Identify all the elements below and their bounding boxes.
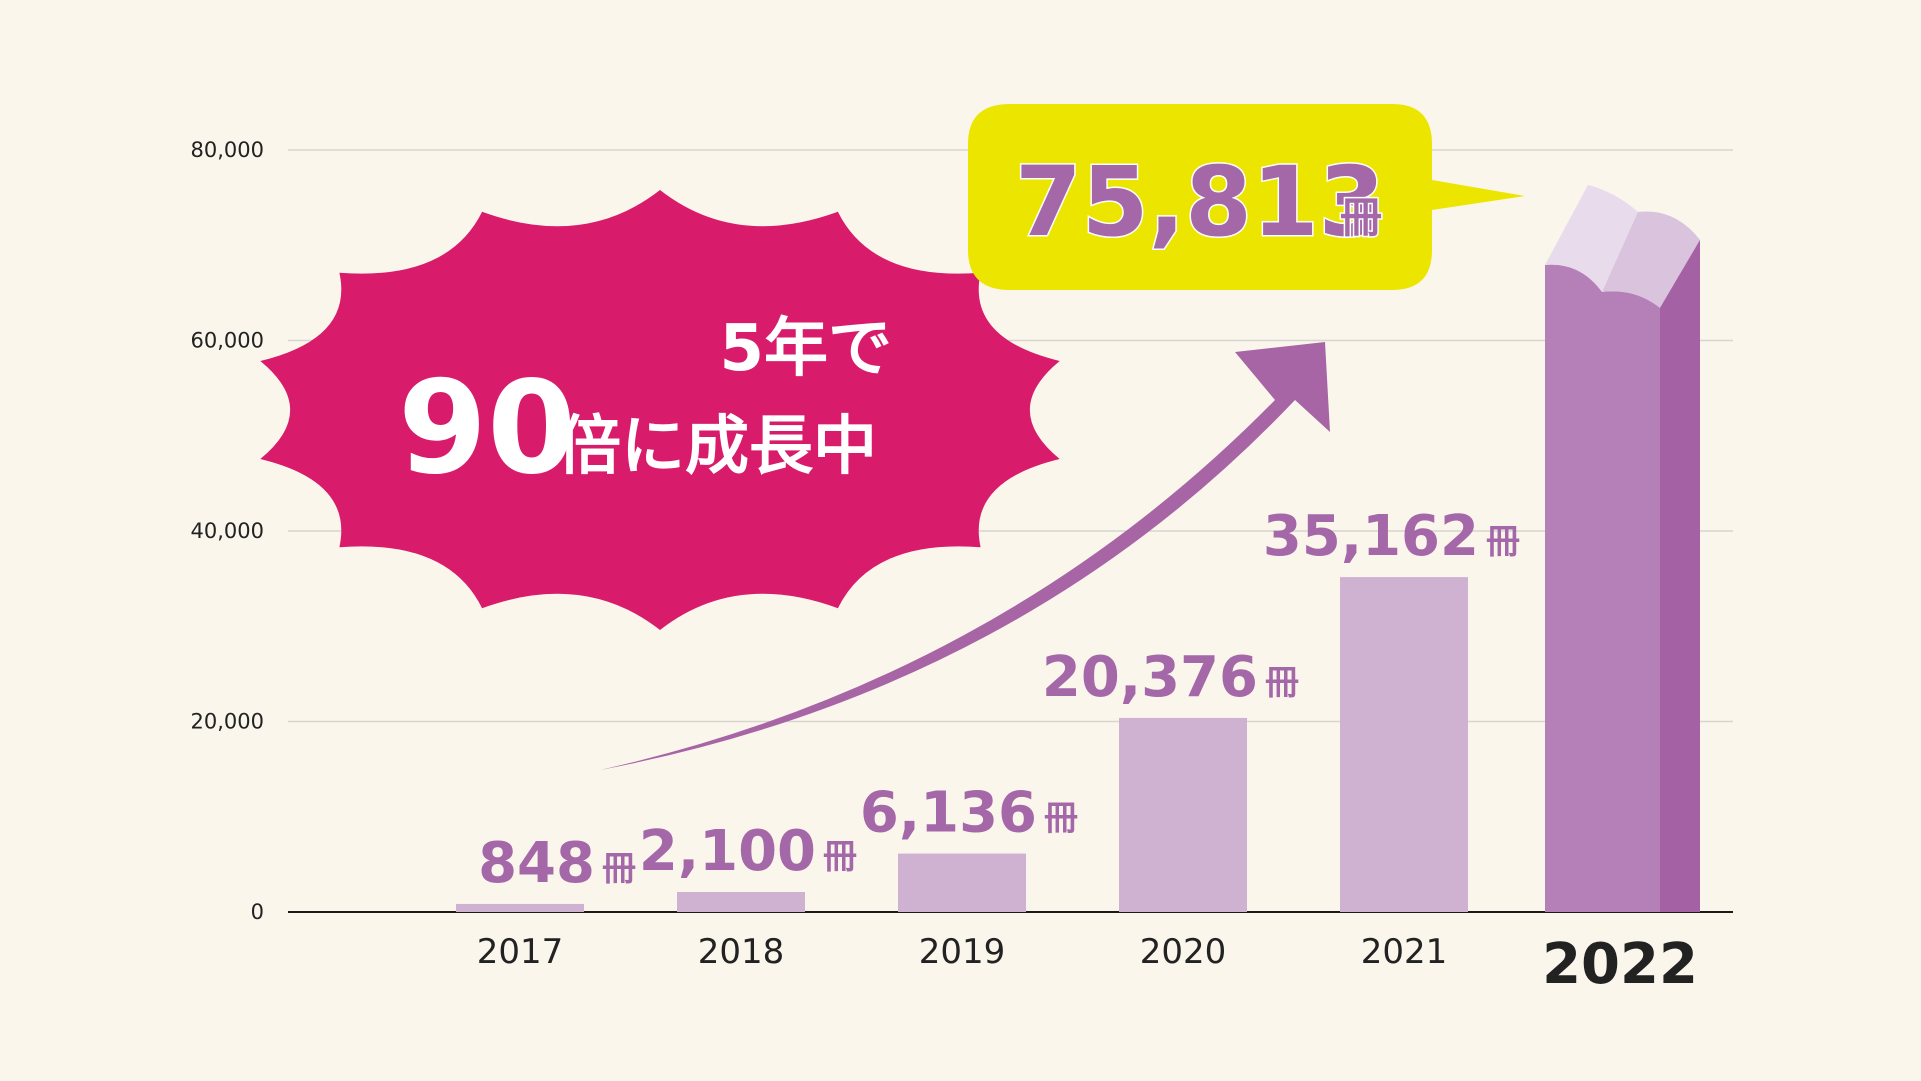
value-labels: 848 冊 2,100 冊6,136 冊20,376 冊35,162 冊 — [478, 504, 1520, 896]
bar-2021 — [1340, 577, 1468, 912]
value-label-2019: 6,136 — [860, 781, 1037, 846]
value-unit-2021: 冊 — [1486, 522, 1520, 562]
x-tick-label-2017: 2017 — [477, 932, 564, 972]
value-label-2018: 2,100 — [639, 819, 816, 884]
bar-2022-book — [1545, 184, 1700, 912]
value-unit-2022: 冊 — [1340, 193, 1382, 242]
value-label-2022: 75,813 — [1015, 146, 1385, 258]
value-unit-2018: 冊 — [823, 837, 857, 877]
value-unit-2019: 冊 — [1044, 799, 1078, 839]
bar-2018 — [677, 891, 805, 912]
book-pages-left — [1545, 184, 1638, 292]
value-unit-2020: 冊 — [1265, 663, 1299, 703]
y-tick-label: 80,000 — [191, 138, 264, 162]
x-tick-label-2018: 2018 — [698, 932, 785, 972]
bar-2020 — [1119, 717, 1247, 912]
bars — [456, 577, 1468, 912]
y-axis-tick-labels: 0 20,000 40,000 60,000 80,000 — [191, 138, 264, 924]
value-label-2021: 35,162 — [1263, 504, 1479, 569]
y-tick-label: 0 — [251, 900, 264, 924]
callout-number: 90 — [398, 354, 576, 503]
value-bubble-2022 — [968, 104, 1525, 290]
x-axis-tick-labels: 2017 2018 2019 2020 2021 2022 — [477, 932, 1698, 997]
callout-line2: 倍に成長中 — [557, 410, 877, 484]
x-tick-label-2022: 2022 — [1542, 932, 1698, 997]
burst-callout-shape — [260, 190, 1060, 630]
book-front-face — [1545, 264, 1660, 912]
callout-line1: 5年で — [719, 312, 892, 386]
value-unit-2017: 冊 — [602, 849, 636, 889]
value-label-2017: 848 — [478, 831, 595, 896]
y-tick-label: 20,000 — [191, 710, 264, 734]
book-pages-right — [1602, 211, 1700, 308]
x-tick-label-2020: 2020 — [1140, 932, 1227, 972]
y-tick-label: 40,000 — [191, 519, 264, 543]
bar-2017 — [456, 903, 584, 912]
x-tick-label-2021: 2021 — [1361, 932, 1448, 972]
bar-2019 — [898, 853, 1026, 912]
y-tick-label: 60,000 — [191, 329, 264, 353]
x-tick-label-2019: 2019 — [919, 932, 1006, 972]
book-side-face — [1660, 239, 1700, 912]
value-label-2020: 20,376 — [1042, 645, 1258, 710]
